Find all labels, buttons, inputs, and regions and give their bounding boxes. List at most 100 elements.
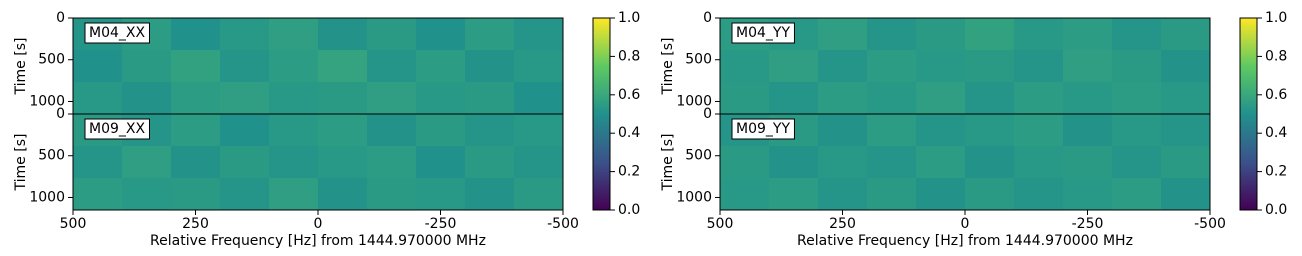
- heatmap-cell: [171, 146, 221, 179]
- y-tick-label: 0: [56, 10, 65, 26]
- heatmap-cell: [514, 146, 564, 179]
- heatmap-cell: [769, 82, 819, 115]
- heatmap-cell: [1161, 146, 1211, 179]
- colorbar-tick-label: 0.4: [618, 125, 640, 141]
- x-tick-label: 500: [60, 216, 87, 232]
- heatmap-cell: [269, 82, 319, 115]
- colorbar-tick-label: 1.0: [1265, 10, 1287, 26]
- colorbar-tick-label: 0.8: [618, 48, 640, 64]
- y-tick-label: 0: [703, 10, 712, 26]
- heatmap-cell: [916, 82, 966, 115]
- heatmap-cell: [269, 178, 319, 211]
- x-tick-label: 0: [314, 216, 323, 232]
- heatmap-cell: [514, 18, 564, 51]
- heatmap-cell: [867, 178, 917, 211]
- y-tick-label: 1000: [29, 93, 65, 109]
- heatmap-cell: [220, 146, 270, 179]
- heatmap-cell: [965, 146, 1015, 179]
- colorbar-tick-label: 0.6: [618, 87, 640, 103]
- y-tick-label: 1000: [676, 93, 712, 109]
- heatmap-cell: [465, 114, 515, 147]
- heatmap-cell: [514, 50, 564, 83]
- heatmap-cell: [1014, 82, 1064, 115]
- heatmap-cell: [465, 82, 515, 115]
- heatmap-cell: [867, 18, 917, 51]
- heatmap-cell: [318, 146, 368, 179]
- heatmap-cell: [1014, 178, 1064, 211]
- heatmap-cell: [1063, 50, 1113, 83]
- heatmap-cell: [73, 178, 123, 211]
- heatmap-cell: [769, 146, 819, 179]
- heatmap-cell: [318, 178, 368, 211]
- heatmap-cell: [1014, 146, 1064, 179]
- heatmap-cell: [867, 50, 917, 83]
- heatmap-cell: [416, 50, 466, 83]
- heatmap-cell: [867, 114, 917, 147]
- heatmap-cell: [367, 18, 417, 51]
- heatmap-cell: [867, 82, 917, 115]
- heatmap-cell: [1161, 82, 1211, 115]
- colorbar-tick-label: 0.2: [1265, 164, 1287, 180]
- heatmap-cell: [367, 178, 417, 211]
- heatmap-cell: [73, 82, 123, 115]
- heatmap-cell: [465, 146, 515, 179]
- heatmap-cell: [1161, 18, 1211, 51]
- heatmap-cell: [220, 82, 270, 115]
- heatmap-cell: [318, 82, 368, 115]
- heatmap-cell: [818, 50, 868, 83]
- panel-label: M09_YY: [736, 121, 790, 137]
- heatmap-cell: [122, 178, 172, 211]
- heatmap-cell: [867, 146, 917, 179]
- y-tick-label: 500: [38, 148, 65, 164]
- heatmap-cell: [318, 18, 368, 51]
- heatmap-cell: [122, 82, 172, 115]
- heatmap-cell: [220, 178, 270, 211]
- panel-label-box: [731, 118, 795, 140]
- heatmap-cell: [318, 50, 368, 83]
- panel-label-box: [84, 22, 150, 44]
- heatmap-cell: [220, 50, 270, 83]
- colorbar-tick-label: 0.6: [1265, 87, 1287, 103]
- heatmap-cell: [818, 146, 868, 179]
- panel-label: M04_YY: [736, 25, 790, 41]
- heatmap-cell: [818, 178, 868, 211]
- y-tick-label: 500: [685, 148, 712, 164]
- x-tick-label: -250: [1072, 216, 1104, 232]
- heatmap-cell: [367, 146, 417, 179]
- heatmap-cell: [965, 114, 1015, 147]
- heatmap-cell: [171, 18, 221, 51]
- y-tick-label: 0: [56, 106, 65, 122]
- heatmap-cell: [1161, 178, 1211, 211]
- heatmap-cell: [122, 50, 172, 83]
- colorbar-tick-label: 0.4: [1265, 125, 1287, 141]
- heatmap-cell: [269, 18, 319, 51]
- heatmap-cell: [916, 50, 966, 83]
- panel-label-box: [84, 118, 150, 140]
- heatmap-cell: [416, 114, 466, 147]
- heatmap-cell: [171, 50, 221, 83]
- x-tick-label: 250: [829, 216, 856, 232]
- heatmap-cell: [1112, 18, 1162, 51]
- heatmap-cell: [769, 178, 819, 211]
- heatmap-cell: [916, 18, 966, 51]
- heatmap-cell: [769, 50, 819, 83]
- heatmap-cell: [465, 18, 515, 51]
- y-axis-label: Time [s]: [660, 38, 676, 96]
- heatmap-cell: [1161, 50, 1211, 83]
- colorbar-tick-label: 1.0: [618, 10, 640, 26]
- colorbar: [1239, 17, 1258, 211]
- heatmap-cell: [1112, 146, 1162, 179]
- heatmap-cell: [818, 82, 868, 115]
- heatmap-cell: [514, 82, 564, 115]
- heatmap-cell: [1112, 50, 1162, 83]
- panel-label: M09_XX: [89, 121, 145, 137]
- heatmap-cell: [818, 114, 868, 147]
- x-tick-label: -250: [425, 216, 457, 232]
- heatmap-cell: [220, 18, 270, 51]
- heatmap-cell: [1161, 114, 1211, 147]
- heatmap-cell: [720, 146, 770, 179]
- heatmap-cell: [465, 50, 515, 83]
- heatmap-cell: [171, 178, 221, 211]
- y-tick-label: 1000: [29, 189, 65, 205]
- heatmap-cell: [269, 114, 319, 147]
